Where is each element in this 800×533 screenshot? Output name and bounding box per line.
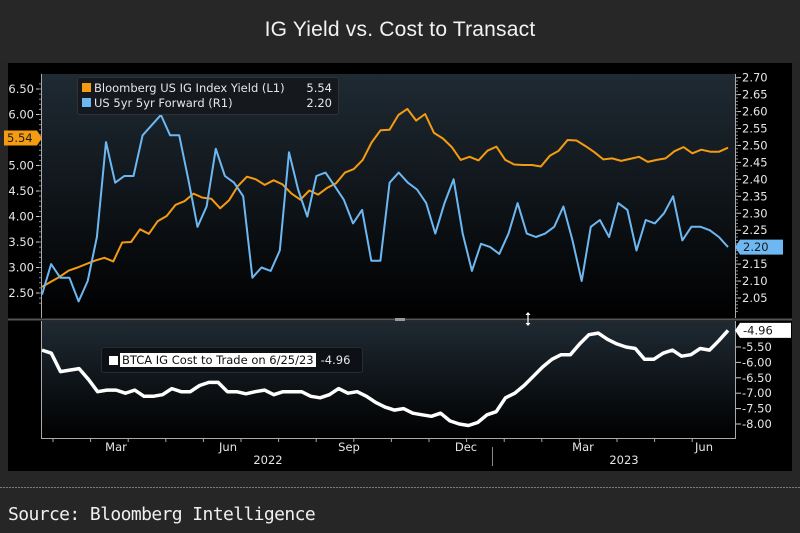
bottom-legend: BTCA IG Cost to Trade on 6/25/23 -4.96 [101,347,363,373]
bottom-tick-label: -6.50 [742,371,772,385]
right-tick-label: 2.50 [742,138,768,152]
x-month-label: Mar [105,440,127,454]
bottom-last-value-tag: -4.96 [735,322,791,338]
right-tick-label: 2.25 [742,223,768,237]
series-line-btca-cost [41,329,730,428]
bottom-tick-label: -7.50 [742,402,772,416]
legend-value: 5.54 [306,80,332,95]
bottom-tick-label: -6.00 [742,355,772,369]
x-month-label: Jun [218,440,237,454]
right-tick-label: 2.15 [742,257,768,271]
left-tick-label: 6.50 [8,82,34,96]
x-axis-ticks: Mar Jun Sep Dec Mar Jun 2022 2023 [52,438,713,467]
right-tick-label: 2.65 [742,88,768,102]
right-tick-label: 2.70 [742,71,768,85]
legend-value-btca: -4.96 [320,353,351,367]
left-axis-ticks: 2.50 3.00 3.50 4.00 4.50 5.00 6.00 6.50 [8,82,41,304]
legend-value: 2.20 [306,95,332,110]
x-month-label: Dec [455,440,477,454]
bottom-tick-label: -7.00 [742,386,772,400]
right-tick-label: 2.05 [742,291,768,305]
right-last-value-label: 2.20 [743,240,769,254]
left-tick-label: 4.00 [8,210,34,224]
right-axis-ticks: 2.05 2.10 2.15 2.25 2.30 2.35 2.40 2.45 2.50 2.55… [736,71,768,313]
left-last-value-label: 5.54 [7,131,33,145]
source-note: Source: Bloomberg Intelligence [8,504,316,525]
x-month-label: Sep [338,440,360,454]
chart-title: IG Yield vs. Cost to Transact [0,0,800,62]
right-last-value-tag: 2.20 [735,239,783,255]
legend-swatch-white [109,355,118,365]
legend-label-btca[interactable]: BTCA IG Cost to Trade on 6/25/23 [120,353,316,367]
bottom-tick-label: -8.00 [742,417,772,431]
right-tick-label: 2.45 [742,155,768,169]
panel-separator-grip[interactable] [395,318,405,321]
x-year-label: 2023 [609,453,638,467]
bottom-tick-label: -5.50 [742,340,772,354]
x-month-label: Mar [572,440,594,454]
bottom-last-value-label: -4.96 [743,323,773,337]
legend-label: Bloomberg US IG Index Yield (L1) [94,80,285,95]
right-tick-label: 2.60 [742,105,768,119]
series-line-5y5y-forward [41,113,729,303]
resize-cursor-icon [525,312,531,326]
left-last-value-tag: 5.54 [4,130,42,146]
left-tick-label: 3.50 [8,235,34,249]
right-tick-label: 2.40 [742,172,768,186]
right-tick-label: 2.10 [742,274,768,288]
right-tick-label: 2.55 [742,122,768,136]
footer-divider [0,487,800,488]
left-tick-label: 2.50 [8,286,34,300]
x-month-label: Jun [694,440,713,454]
left-tick-label: 6.00 [8,108,34,122]
legend-swatch-blue [82,98,91,107]
x-year-label: 2022 [253,453,282,467]
legend-item-ig-yield[interactable]: Bloomberg US IG Index Yield (L1) 5.54 [82,80,332,95]
right-tick-label: 2.30 [742,206,768,220]
bottom-axis-ticks: -5.50-6.00 -6.50-7.00 -7.50-8.00 [736,340,772,431]
legend-label: US 5yr 5yr Forward (R1) [94,95,233,110]
legend-swatch-orange [82,83,91,92]
bottom-panel-bg [41,321,735,438]
left-tick-label: 3.00 [8,261,34,275]
top-legend: Bloomberg US IG Index Yield (L1) 5.54 US… [77,77,339,115]
left-tick-label: 5.00 [8,159,34,173]
right-tick-label: 2.35 [742,189,768,203]
legend-item-5y5y-forward[interactable]: US 5yr 5yr Forward (R1) 2.20 [82,95,332,110]
left-tick-label: 4.50 [8,184,34,198]
series-line-ig-yield [41,107,729,288]
